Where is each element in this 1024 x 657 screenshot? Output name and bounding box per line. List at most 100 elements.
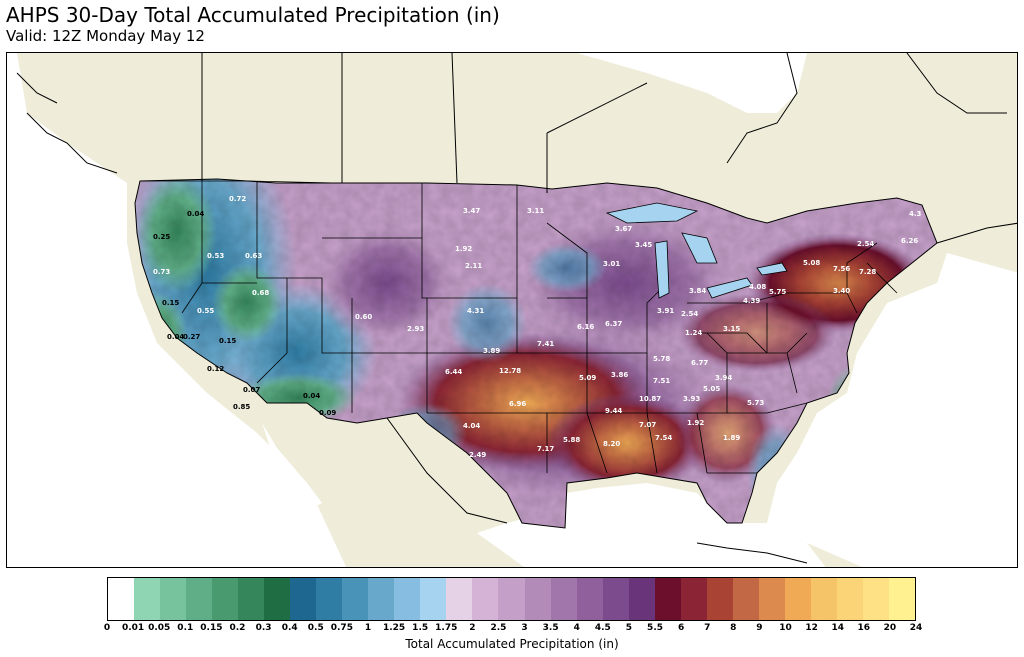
great-lakes (605, 202, 788, 299)
colorbar-tick-label: 2 (469, 623, 476, 633)
colorbar-swatch (342, 578, 369, 620)
station-value: 7.28 (859, 268, 876, 276)
colorbar-swatch (446, 578, 473, 620)
colorbar-tick-label: 14 (831, 623, 844, 633)
station-values: 0.04 0.72 0.25 0.53 0.63 0.73 0.15 0.55 … (153, 195, 922, 459)
precipitation-map: 0.04 0.72 0.25 0.53 0.63 0.73 0.15 0.55 … (6, 52, 1018, 568)
colorbar-swatch (394, 578, 421, 620)
station-value: 0.25 (153, 233, 170, 241)
station-value: 4.08 (749, 283, 766, 291)
colorbar-swatch (602, 578, 629, 620)
station-value: 3.94 (715, 374, 732, 382)
gulf-of-california (262, 423, 322, 508)
station-value: 0.60 (355, 313, 372, 321)
colorbar-swatch (836, 578, 863, 620)
station-value: 0.72 (229, 195, 246, 203)
station-value: 6.96 (509, 400, 526, 408)
colorbar-tick-label: 4.5 (594, 623, 611, 633)
station-value: 0.27 (183, 333, 200, 341)
station-value: 3.67 (615, 225, 632, 233)
colorbar-ticks: 0 0.01 0.05 0.1 0.15 0.2 0.3 0.4 0.5 0.75 1 1.25 1.5… (104, 623, 922, 637)
station-value: 0.07 (243, 386, 260, 394)
colorbar-tick-label: 16 (857, 623, 871, 633)
station-value: 10.87 (639, 395, 661, 403)
pacific-ocean (7, 53, 347, 567)
station-value: 5.88 (563, 436, 580, 444)
colorbar-swatch (264, 578, 291, 620)
colorbar-swatch (316, 578, 343, 620)
station-value: 4.31 (467, 307, 484, 315)
station-value: 0.09 (319, 409, 336, 417)
station-value: 7.56 (833, 265, 850, 273)
coastlines (16, 53, 1017, 564)
colorbar-swatch (524, 578, 551, 620)
state-borders (140, 180, 898, 474)
station-value: 2.93 (407, 325, 424, 333)
station-value: 0.73 (153, 268, 170, 276)
station-value: 0.04 (167, 333, 184, 341)
station-value: 3.84 (689, 287, 706, 295)
colorbar-swatch (888, 578, 915, 620)
station-value: 3.01 (603, 260, 620, 268)
station-value: 0.63 (245, 252, 262, 260)
colorbar-tick-label: 3.5 (542, 623, 559, 633)
colorbar-tick-label: 9 (756, 623, 763, 633)
station-value: 2.54 (857, 240, 874, 248)
station-value: 6.26 (901, 237, 918, 245)
station-value: 1.92 (455, 245, 472, 253)
station-value: 2.54 (681, 310, 698, 318)
colorbar-tick-label: 0.4 (281, 623, 298, 633)
colorbar-swatch (134, 578, 161, 620)
station-value: 0.53 (207, 252, 224, 260)
colorbar-swatch (862, 578, 889, 620)
colorbar-tick-label: 0.05 (148, 623, 171, 633)
station-value: 3.86 (611, 371, 628, 379)
station-value: 3.89 (483, 347, 500, 355)
station-value: 0.68 (252, 289, 269, 297)
colorbar-swatch (290, 578, 317, 620)
colorbar-tick-label: 1 (364, 623, 372, 633)
station-value: 3.91 (657, 307, 674, 315)
station-value: 6.37 (605, 320, 622, 328)
station-value: 3.93 (683, 395, 700, 403)
colorbar-swatch (576, 578, 603, 620)
station-value: 3.11 (527, 207, 544, 215)
colorbar-swatch (108, 578, 135, 620)
colorbar-tick-label: 12 (805, 623, 818, 633)
atlantic-ocean (767, 253, 1017, 567)
colorbar-tick-label: 0.2 (229, 623, 246, 633)
station-value: 2.11 (465, 262, 482, 270)
colorbar-swatch (628, 578, 655, 620)
colorbar-swatch (732, 578, 759, 620)
colorbar-swatch (784, 578, 811, 620)
colorbar-swatch (368, 578, 395, 620)
station-value: 7.51 (653, 377, 670, 385)
colorbar-swatch (472, 578, 499, 620)
colorbar (107, 577, 916, 621)
station-value: 0.85 (233, 403, 250, 411)
station-value: 7.07 (639, 421, 656, 429)
colorbar-tick-label: 3 (521, 623, 528, 633)
colorbar-tick-label: 0.3 (255, 623, 272, 633)
station-value: 9.44 (605, 407, 622, 415)
station-value: 7.54 (655, 434, 672, 442)
station-value: 12.78 (499, 367, 521, 375)
colorbar-swatch (758, 578, 785, 620)
colorbar-tick-label: 6 (677, 623, 685, 633)
country-borders (201, 53, 648, 524)
colorbar-tick-label: 1.75 (435, 623, 458, 633)
station-value: 3.40 (833, 287, 850, 295)
colorbar-swatch (186, 578, 213, 620)
colorbar-tick-label: 8 (730, 623, 737, 633)
station-value: 1.89 (723, 434, 740, 442)
station-value: 1.92 (687, 419, 704, 427)
colorbar-swatch (810, 578, 837, 620)
station-value: 6.77 (691, 359, 708, 367)
colorbar-tick-label: 2.5 (490, 623, 507, 633)
station-value: 5.78 (653, 355, 670, 363)
colorbar-tick-label: 0.75 (330, 623, 353, 633)
colorbar-tick-label: 5.5 (647, 623, 664, 633)
station-value: 0.04 (187, 210, 204, 218)
station-value: 0.55 (197, 307, 214, 315)
station-value: 5.05 (703, 385, 720, 393)
